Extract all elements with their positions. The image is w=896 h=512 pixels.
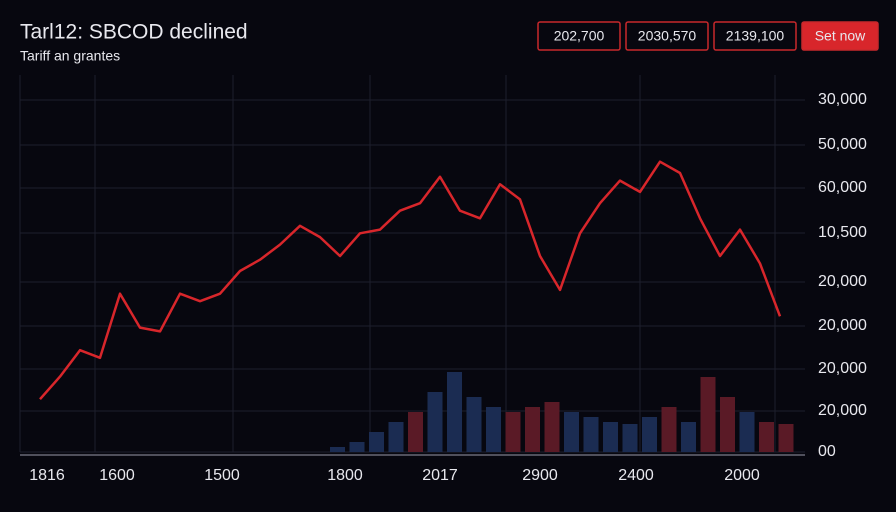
x-tick-label: 1816 <box>29 467 65 484</box>
volume-bar <box>447 372 462 452</box>
y-tick-label: 20,000 <box>818 317 867 334</box>
x-tick-label: 1600 <box>99 467 135 484</box>
volume-bar <box>486 407 501 452</box>
volume-bar <box>603 422 618 452</box>
price-line <box>39 160 782 401</box>
volume-bar <box>720 397 735 452</box>
volume-bar <box>564 412 579 452</box>
volume-bar <box>525 407 540 452</box>
x-tick-label: 2400 <box>618 467 654 484</box>
button[interactable] <box>625 21 709 51</box>
volume-bar <box>739 412 755 452</box>
volume-bar <box>642 417 657 452</box>
x-tick-label: 1500 <box>204 467 240 484</box>
y-tick-label: 20,000 <box>818 402 867 419</box>
y-tick-label: 30,000 <box>818 91 867 108</box>
x-tick-label: 2017 <box>422 467 458 484</box>
button-label[interactable]: 202,700 <box>554 28 605 44</box>
y-tick-label: 20,000 <box>818 273 867 290</box>
button-label[interactable]: 2030,570 <box>638 28 697 44</box>
volume-bar <box>408 412 423 452</box>
volume-bar <box>349 442 365 452</box>
y-tick-label: 50,000 <box>818 136 867 153</box>
volume-bar <box>544 402 560 452</box>
x-tick-label: 2000 <box>724 467 760 484</box>
volume-bar <box>759 422 774 452</box>
volume-bar <box>330 447 345 452</box>
volume-bar <box>427 392 443 452</box>
volume-bar <box>661 407 677 452</box>
volume-bar <box>583 417 599 452</box>
y-tick-label: 10,500 <box>818 224 867 241</box>
volume-bar <box>369 432 384 452</box>
y-tick-label: 20,000 <box>818 360 867 377</box>
y-tick-label: 60,000 <box>818 179 867 196</box>
x-tick-label: 2900 <box>522 467 558 484</box>
subtitle: Tariff an grantes <box>20 48 120 64</box>
x-tick-label: 1800 <box>327 467 363 484</box>
button[interactable] <box>537 21 621 51</box>
button[interactable] <box>713 21 797 51</box>
volume-bar <box>622 424 638 452</box>
y-tick-label: 00 <box>818 443 836 460</box>
volume-bar <box>505 412 521 452</box>
button-label[interactable]: 2139,100 <box>726 28 785 44</box>
button[interactable] <box>801 21 879 51</box>
volume-bar <box>681 422 696 452</box>
volume-bar <box>700 377 716 452</box>
title: Tarl12: SBCOD declined <box>20 21 248 44</box>
volume-bar <box>778 424 794 452</box>
volume-bar <box>466 397 482 452</box>
button-label[interactable]: Set now <box>815 28 866 44</box>
volume-bar <box>388 422 404 452</box>
